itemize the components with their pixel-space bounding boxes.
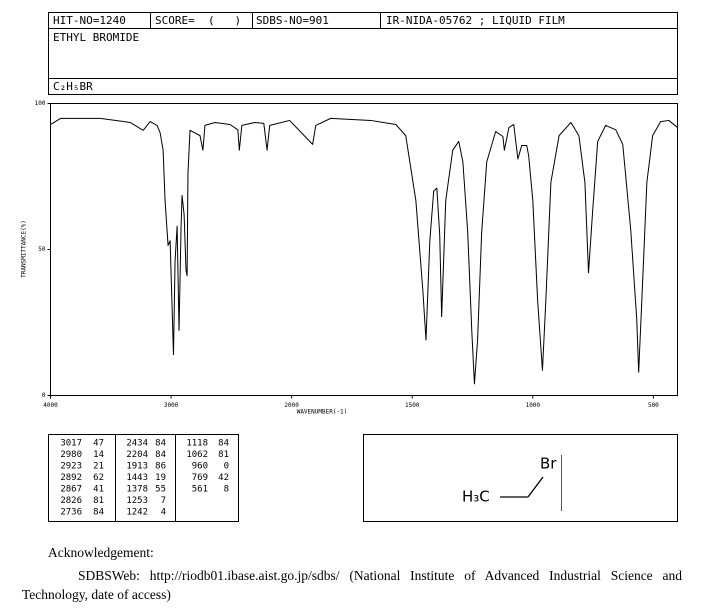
peak-wavenumber: 1242 <box>126 508 148 518</box>
plot-area: 4000 3000 2000 1500 1000 500 0 50 100 <box>35 100 678 409</box>
peak-wavenumber: 2892 <box>60 473 82 483</box>
compound-name: ETHYL BROMIDE <box>53 31 139 44</box>
peak-wavenumber: 2434 <box>126 439 148 449</box>
peak-transmittance: 84 <box>155 439 166 449</box>
peak-transmittance: 0 <box>224 462 229 472</box>
hit-number: HIT-NO=1240 <box>53 14 126 27</box>
y-tick-label: 100 <box>35 100 46 107</box>
peak-transmittance: 19 <box>155 473 166 483</box>
peak-transmittance: 84 <box>93 508 104 518</box>
y-axis-label: TRANSMITTANCE(%) <box>21 220 28 278</box>
peak-transmittance: 47 <box>93 439 104 449</box>
peak-wavenumber: 2826 <box>60 496 82 506</box>
acknowledgement-text: SDBSWeb: http://riodb01.ibase.aist.go.jp… <box>22 568 682 602</box>
peak-wavenumber: 1443 <box>126 473 148 483</box>
peak-wavenumber: 1913 <box>126 462 148 472</box>
peak-wavenumber: 960 <box>192 462 208 472</box>
spectrum-line <box>50 117 678 385</box>
sdbs-number: SDBS-NO=901 <box>256 14 329 27</box>
peak-transmittance: 86 <box>155 462 166 472</box>
methyl-label: H₃C <box>462 488 490 506</box>
bond <box>527 476 544 498</box>
measurement-method: IR-NIDA-05762 ; LIQUID FILM <box>386 14 565 27</box>
peak-transmittance: 14 <box>93 450 104 460</box>
bromine-label: Br <box>540 455 557 473</box>
peak-wavenumber: 1378 <box>126 485 148 495</box>
peak-transmittance: 81 <box>93 496 104 506</box>
peak-transmittance: 55 <box>155 485 166 495</box>
y-tick-label: 50 <box>38 246 46 253</box>
peak-transmittance: 42 <box>218 473 229 483</box>
peak-transmittance: 21 <box>93 462 104 472</box>
peak-transmittance: 8 <box>224 485 229 495</box>
peak-transmittance: 84 <box>218 439 229 449</box>
x-tick-label: 1000 <box>526 402 541 409</box>
peak-wavenumber: 2867 <box>60 485 82 495</box>
peak-wavenumber: 1253 <box>126 496 148 506</box>
peak-transmittance: 41 <box>93 485 104 495</box>
peak-transmittance: 62 <box>93 473 104 483</box>
header-box <box>48 12 678 95</box>
peak-wavenumber: 2980 <box>60 450 82 460</box>
acknowledgement-title: Acknowledgement: <box>48 545 154 560</box>
x-tick-label: 4000 <box>43 402 58 409</box>
peak-transmittance: 7 <box>161 496 166 506</box>
y-tick-label: 0 <box>42 392 46 399</box>
x-tick-label: 500 <box>648 402 659 409</box>
plot-frame <box>50 103 678 396</box>
peak-table-box <box>48 434 239 522</box>
peak-wavenumber: 1062 <box>186 450 208 460</box>
peak-transmittance: 84 <box>155 450 166 460</box>
peak-wavenumber: 2923 <box>60 462 82 472</box>
peak-transmittance: 81 <box>218 450 229 460</box>
peak-wavenumber: 2204 <box>126 450 148 460</box>
x-axis-label: WAVENUMBER(-1) <box>297 409 348 416</box>
peak-wavenumber: 561 <box>192 485 208 495</box>
peak-wavenumber: 3017 <box>60 439 82 449</box>
peak-wavenumber: 1118 <box>186 439 208 449</box>
structure-box <box>363 434 678 522</box>
x-tick-label: 2000 <box>284 402 299 409</box>
peak-transmittance: 4 <box>161 508 166 518</box>
peak-wavenumber: 2736 <box>60 508 82 518</box>
score: SCORE= ( ) <box>155 14 241 27</box>
x-tick-label: 3000 <box>164 402 179 409</box>
peak-wavenumber: 769 <box>192 473 208 483</box>
formula: C₂H₅BR <box>53 80 93 93</box>
x-tick-label: 1500 <box>405 402 420 409</box>
